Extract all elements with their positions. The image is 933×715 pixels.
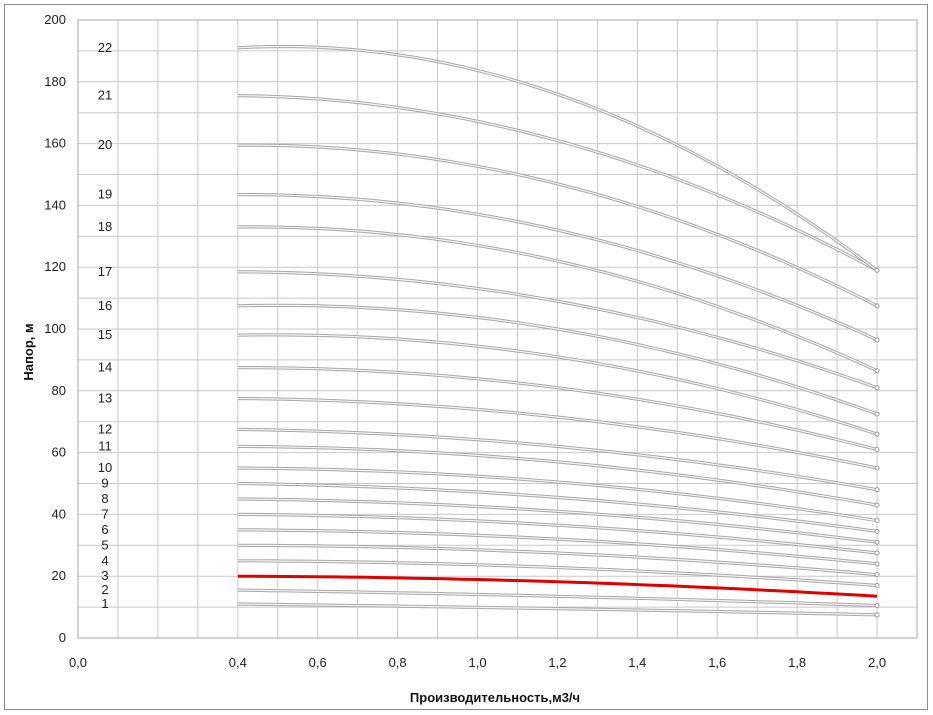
series-end-point — [874, 502, 880, 508]
y-tick-label: 80 — [52, 383, 66, 398]
series-end-point — [874, 487, 880, 493]
curve-label: 12 — [98, 421, 112, 436]
plot-border — [77, 19, 918, 639]
series-line — [237, 428, 878, 491]
series-end-point — [874, 539, 880, 545]
curve-label: 17 — [98, 264, 112, 279]
curve-label: 13 — [98, 391, 112, 406]
series-end-point — [874, 572, 880, 578]
curve-label: 3 — [101, 568, 108, 583]
x-tick-label: 0,0 — [69, 655, 87, 670]
curve-label: 9 — [101, 476, 108, 491]
series-line — [237, 226, 878, 372]
curve-label: 8 — [101, 491, 108, 506]
curve-label: 5 — [101, 537, 108, 552]
curve-label: 21 — [98, 88, 112, 103]
y-tick-label: 140 — [44, 197, 66, 212]
y-tick-label: 160 — [44, 136, 66, 151]
series-line — [237, 397, 878, 469]
x-tick-label: 2,0 — [868, 655, 886, 670]
series-end-point — [874, 561, 880, 567]
series-line — [237, 95, 878, 271]
series-line — [237, 144, 878, 307]
series-end-point — [874, 431, 880, 437]
curve-label: 7 — [101, 506, 108, 521]
y-tick-label: 100 — [44, 321, 66, 336]
y-tick-label: 60 — [52, 445, 66, 460]
y-tick-label: 20 — [52, 568, 66, 583]
series-line — [237, 560, 878, 587]
series-line — [237, 367, 878, 451]
x-tick-label: 0,4 — [229, 655, 247, 670]
series-end-point — [874, 368, 880, 374]
series-end-point — [874, 447, 880, 453]
series-end-point — [874, 582, 880, 588]
series-line-highlight — [237, 574, 878, 598]
series-line — [237, 194, 878, 341]
curve-label: 1 — [101, 596, 108, 611]
curve-label: 18 — [98, 219, 112, 234]
series-line — [237, 334, 878, 435]
curve-label: 2 — [101, 582, 108, 597]
x-tick-label: 1,6 — [708, 655, 726, 670]
series-end-point — [874, 411, 880, 417]
y-tick-label: 180 — [44, 74, 66, 89]
series-line — [237, 271, 878, 389]
curve-label: 19 — [98, 187, 112, 202]
series-end-point — [874, 385, 880, 391]
pump-curves — [237, 44, 880, 618]
series-line — [237, 544, 878, 576]
series-end-point — [874, 518, 880, 524]
x-tick-label: 1,8 — [788, 655, 806, 670]
grid — [77, 19, 918, 639]
x-axis-title: Производительность,м3/ч — [410, 690, 580, 705]
series-line — [237, 589, 878, 607]
x-tick-label: 1,2 — [548, 655, 566, 670]
series-end-point — [874, 612, 880, 618]
curve-label: 20 — [98, 137, 112, 152]
series-line — [237, 482, 878, 532]
series-line — [237, 467, 878, 522]
series-end-point — [874, 303, 880, 309]
y-tick-label: 200 — [44, 12, 66, 27]
y-tick-label: 0 — [59, 630, 66, 645]
curve-label: 11 — [98, 438, 112, 453]
y-axis-ticks: 0 20 40 60 80 100 120 140 160 180 200 — [44, 12, 66, 645]
y-tick-label: 40 — [52, 506, 66, 521]
curve-label: 6 — [101, 522, 108, 537]
x-tick-label: 0,6 — [309, 655, 327, 670]
curve-label: 22 — [98, 40, 112, 55]
series-line — [237, 45, 878, 271]
x-tick-label: 1,4 — [628, 655, 646, 670]
curve-label: 15 — [98, 327, 112, 342]
series-line — [237, 498, 878, 543]
curve-label: 10 — [98, 460, 112, 475]
x-tick-label: 1,0 — [468, 655, 486, 670]
series-line — [237, 513, 878, 554]
series-end-point — [874, 465, 880, 471]
series-end-point — [874, 550, 880, 556]
series-end-point — [874, 603, 880, 609]
y-axis-title: Напор, м — [21, 323, 36, 380]
curve-label: 14 — [98, 360, 112, 375]
x-axis-ticks: 0,0 0,4 0,6 0,8 1,0 1,2 1,4 1,6 1,8 2,0 — [69, 655, 886, 670]
series-line — [237, 304, 878, 415]
y-tick-label: 120 — [44, 259, 66, 274]
series-end-point — [874, 337, 880, 343]
series-line — [237, 445, 878, 506]
series-line — [237, 603, 878, 616]
series-end-point — [874, 528, 880, 534]
curve-label: 16 — [98, 298, 112, 313]
series-line — [237, 529, 878, 565]
series-end-point — [874, 267, 880, 273]
x-tick-label: 0,8 — [389, 655, 407, 670]
curve-label: 4 — [101, 553, 108, 568]
